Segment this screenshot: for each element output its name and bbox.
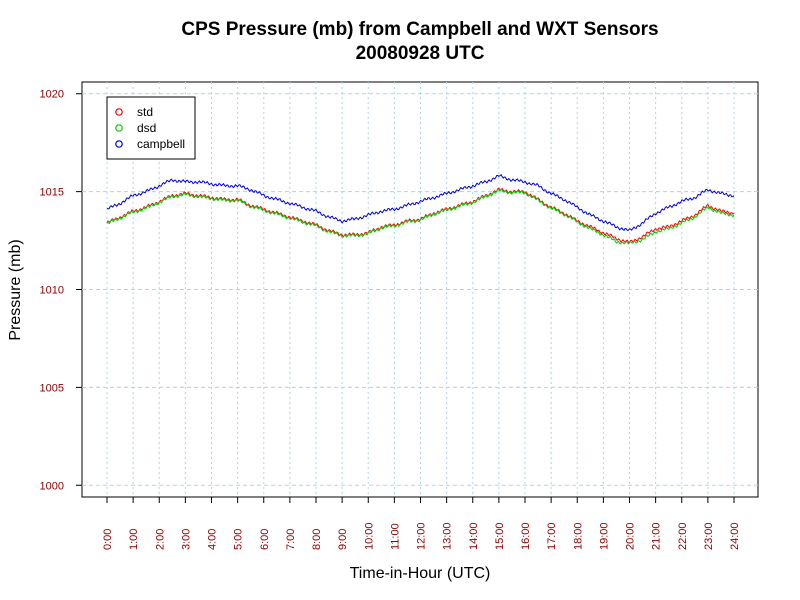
x-tick-label: 24:00 bbox=[729, 522, 741, 550]
x-tick-label: 0:00 bbox=[102, 529, 114, 550]
x-tick-label: 22:00 bbox=[677, 522, 689, 550]
x-tick-label: 21:00 bbox=[651, 522, 663, 550]
x-tick-label: 9:00 bbox=[337, 529, 349, 550]
legend-label-campbell: campbell bbox=[137, 137, 185, 151]
y-tick-label: 1020 bbox=[40, 89, 64, 101]
legend-marker-dsd bbox=[115, 124, 123, 132]
x-tick-label: 12:00 bbox=[416, 522, 428, 550]
chart-subtitle: 20080928 UTC bbox=[355, 43, 485, 64]
x-tick-label: 14:00 bbox=[468, 522, 480, 550]
chart-title: CPS Pressure (mb) from Campbell and WXT … bbox=[181, 19, 659, 40]
x-tick-label: 11:00 bbox=[389, 523, 401, 550]
x-tick-label: 2:00 bbox=[154, 529, 166, 550]
x-tick-label: 13:00 bbox=[442, 522, 454, 550]
x-tick-label: 7:00 bbox=[285, 529, 297, 550]
x-tick-label: 6:00 bbox=[259, 529, 271, 550]
x-tick-label: 18:00 bbox=[572, 522, 584, 550]
x-tick-label: 3:00 bbox=[180, 529, 192, 550]
x-axis: 0:00 1:00 2:00 3:00 4:00 5:00 6:00 7:00 8:00 9:00… bbox=[102, 497, 741, 550]
y-tick-label: 1000 bbox=[40, 480, 64, 492]
y-tick-label: 1010 bbox=[40, 285, 64, 297]
y-tick-label: 1015 bbox=[40, 187, 64, 199]
x-tick-label: 10:00 bbox=[363, 522, 375, 550]
series-line-dsd bbox=[106, 188, 735, 245]
x-tick-label: 23:00 bbox=[703, 522, 715, 550]
series-layer bbox=[106, 173, 735, 245]
x-tick-label: 1:00 bbox=[128, 529, 140, 550]
legend-label-std: std bbox=[137, 105, 153, 119]
legend-label-dsd: dsd bbox=[137, 121, 156, 135]
y-axis: 1000 1005 1010 1015 1020 bbox=[40, 89, 82, 492]
grid-layer bbox=[82, 82, 758, 497]
x-tick-label: 4:00 bbox=[207, 529, 219, 550]
series-line-campbell bbox=[106, 173, 735, 231]
x-tick-label: 15:00 bbox=[494, 522, 506, 550]
x-tick-label: 19:00 bbox=[598, 522, 610, 550]
x-tick-label: 17:00 bbox=[546, 522, 558, 550]
legend: std dsd campbell bbox=[106, 96, 196, 160]
x-tick-label: 20:00 bbox=[625, 522, 637, 550]
x-tick-label: 8:00 bbox=[311, 529, 323, 550]
legend-marker-std bbox=[115, 108, 123, 116]
y-tick-label: 1005 bbox=[40, 382, 64, 394]
x-tick-label: 5:00 bbox=[233, 529, 245, 550]
x-axis-label: Time-in-Hour (UTC) bbox=[350, 565, 491, 582]
legend-marker-campbell bbox=[115, 140, 123, 148]
x-tick-label: 16:00 bbox=[520, 522, 532, 550]
y-axis-label: Pressure (mb) bbox=[7, 239, 24, 340]
